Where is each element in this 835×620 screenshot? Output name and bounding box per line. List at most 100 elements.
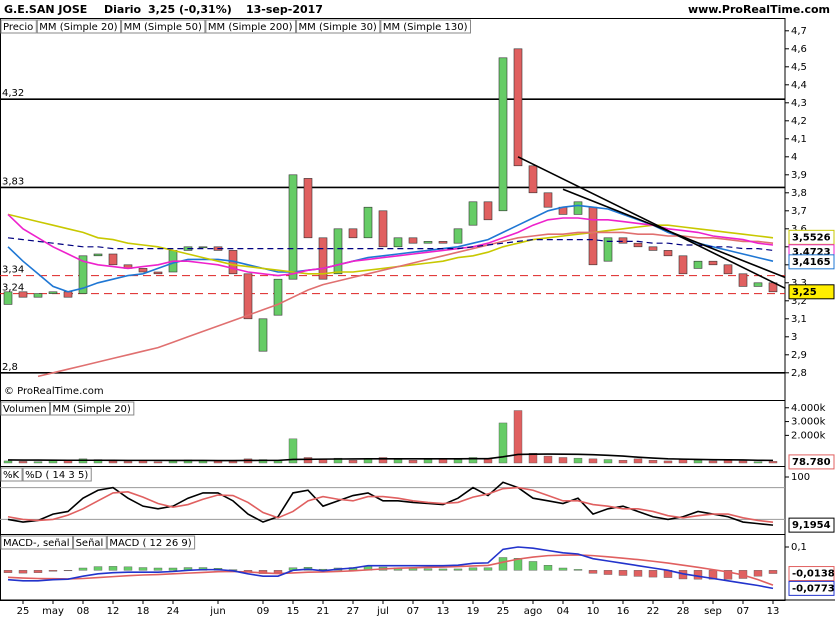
series-line bbox=[37, 231, 774, 378]
bar bbox=[558, 457, 568, 464]
series-line bbox=[7, 554, 774, 586]
legend-box bbox=[106, 535, 196, 550]
bar bbox=[33, 461, 43, 464]
bar bbox=[168, 567, 178, 571]
candle bbox=[618, 237, 628, 244]
hline-label: 3,24 bbox=[2, 283, 24, 294]
bar bbox=[678, 459, 688, 464]
y-tick-label: 4,4 bbox=[791, 80, 807, 91]
legend-label: MACD-, señal bbox=[3, 538, 70, 549]
hline-label: 2,8 bbox=[2, 362, 18, 373]
candle bbox=[273, 278, 283, 316]
candle bbox=[303, 178, 313, 239]
candle bbox=[498, 57, 508, 212]
x-tick-label: jul bbox=[376, 606, 389, 617]
legend-box bbox=[205, 19, 297, 34]
candle bbox=[468, 201, 478, 226]
x-tick-label: 04 bbox=[557, 606, 570, 617]
candle bbox=[3, 291, 13, 305]
bar bbox=[693, 570, 703, 580]
candle bbox=[258, 318, 268, 352]
bar bbox=[453, 568, 463, 571]
bar bbox=[288, 438, 298, 464]
legend-box bbox=[296, 19, 381, 34]
candle bbox=[513, 48, 523, 167]
legend-box bbox=[0, 467, 23, 482]
legend-label: %K bbox=[3, 470, 20, 481]
candle bbox=[93, 253, 103, 257]
site: www.ProRealTime.com bbox=[688, 3, 830, 16]
x-tick-label: ago bbox=[524, 606, 543, 617]
bar bbox=[618, 460, 628, 464]
y-tick-label: 3,2 bbox=[791, 296, 807, 307]
x-tick-label: 22 bbox=[647, 606, 660, 617]
price-tag-label: 78.780 bbox=[792, 457, 831, 468]
bar bbox=[483, 567, 493, 571]
bar bbox=[258, 459, 268, 464]
bar bbox=[48, 570, 58, 572]
bar bbox=[468, 457, 478, 464]
price-tag bbox=[788, 454, 835, 470]
candle bbox=[453, 228, 463, 244]
bar bbox=[528, 453, 538, 464]
candle bbox=[393, 237, 403, 248]
bar bbox=[3, 460, 13, 464]
date: 13-sep-2017 bbox=[246, 3, 323, 16]
bar bbox=[573, 457, 583, 464]
bar bbox=[33, 570, 43, 573]
y-tick-label: 4,1 bbox=[791, 134, 807, 145]
x-tick-label: 08 bbox=[77, 606, 90, 617]
bar bbox=[603, 459, 613, 464]
x-tick-label: 16 bbox=[617, 606, 630, 617]
candle bbox=[753, 282, 763, 287]
candle bbox=[678, 255, 688, 275]
candle bbox=[543, 192, 553, 208]
price-tag-label: 3,4723 bbox=[792, 247, 831, 258]
candle bbox=[423, 241, 433, 244]
series-line bbox=[7, 237, 774, 251]
x-tick-label: 25 bbox=[17, 606, 30, 617]
quote: 3,25 (-0,31%) bbox=[148, 3, 232, 16]
series-line bbox=[7, 213, 774, 277]
legend-label: MM (Simple 130) bbox=[383, 22, 468, 33]
period: Diario bbox=[104, 3, 142, 16]
bar bbox=[543, 455, 553, 464]
price-tag-label: 3,4165 bbox=[792, 257, 831, 268]
bar bbox=[468, 567, 478, 571]
price-tag bbox=[788, 284, 835, 300]
x-tick-label: 19 bbox=[467, 606, 480, 617]
y-tick-label: 2.000k bbox=[791, 430, 826, 441]
legend-label: Señal bbox=[76, 538, 104, 549]
y-tick-label: 2,8 bbox=[791, 368, 807, 379]
bar bbox=[453, 459, 463, 464]
bar bbox=[513, 558, 523, 571]
series-line bbox=[7, 486, 774, 523]
y-tick-label: 4 bbox=[791, 152, 797, 163]
bar bbox=[423, 568, 433, 571]
y-tick-label: 4,5 bbox=[791, 62, 807, 73]
bar bbox=[753, 461, 763, 464]
bar bbox=[573, 569, 583, 571]
candle bbox=[603, 237, 613, 262]
bar bbox=[483, 458, 493, 464]
bar bbox=[63, 570, 73, 572]
bar bbox=[543, 565, 553, 571]
bar bbox=[738, 460, 748, 464]
bar bbox=[663, 460, 673, 464]
x-tick-label: 10 bbox=[587, 606, 600, 617]
bar bbox=[378, 457, 388, 464]
candle bbox=[363, 206, 373, 239]
y-tick-label: 4,6 bbox=[791, 44, 807, 55]
price-tag-label: -0,0138 bbox=[792, 569, 835, 580]
panel-frame bbox=[0, 534, 786, 601]
bar bbox=[498, 422, 508, 464]
candle bbox=[348, 228, 358, 239]
hline-label: 3,34 bbox=[2, 265, 24, 276]
legend-box bbox=[121, 19, 206, 34]
candle bbox=[288, 174, 298, 280]
legend-label: MM (Simple 200) bbox=[208, 22, 293, 33]
candle bbox=[738, 273, 748, 287]
x-tick-label: 25 bbox=[497, 606, 510, 617]
price-tag-label: -0,0773 bbox=[792, 583, 835, 594]
